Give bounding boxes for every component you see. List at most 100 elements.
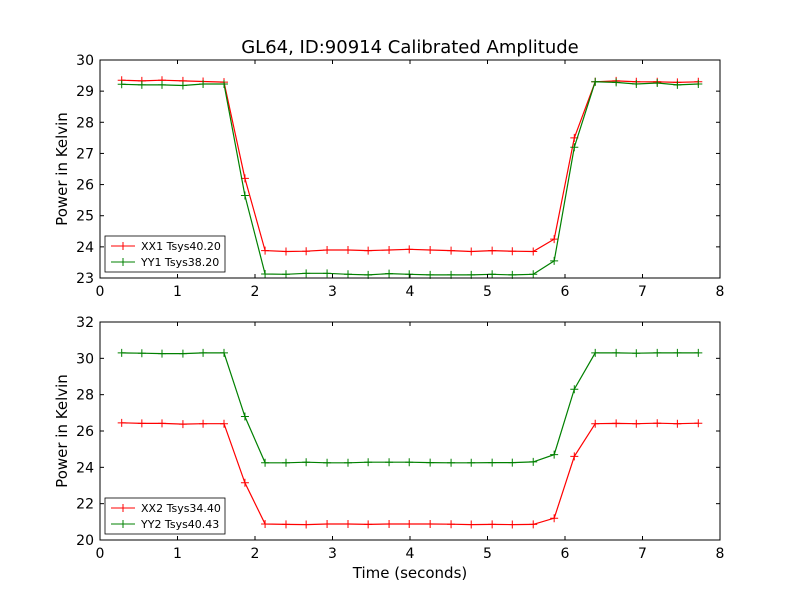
data-point-yy2 bbox=[364, 458, 373, 467]
panel2-x-tick-label: 0 bbox=[96, 546, 105, 562]
data-point-xx1 bbox=[447, 246, 456, 255]
bottom-legend-box bbox=[104, 497, 226, 535]
data-point-xx2 bbox=[178, 420, 187, 429]
data-point-yy1 bbox=[158, 80, 166, 89]
data-point-yy2 bbox=[240, 412, 249, 421]
panel2-y-tick-label: 26 bbox=[76, 424, 94, 440]
data-point-yy1 bbox=[323, 269, 332, 278]
x-axis-label: Time (seconds) bbox=[352, 564, 468, 582]
data-point-yy2 bbox=[447, 458, 456, 467]
panel1-x-tick-label: 0 bbox=[96, 284, 105, 300]
panel1-y-tick-label: 25 bbox=[76, 209, 94, 225]
bottom-legend-marker-yy2 bbox=[119, 520, 127, 528]
data-point-yy1 bbox=[344, 270, 352, 279]
data-point-yy2 bbox=[694, 348, 703, 357]
data-point-xx2 bbox=[694, 419, 703, 428]
data-point-yy1 bbox=[282, 270, 290, 279]
data-point-xx2 bbox=[447, 520, 456, 529]
data-point-yy2 bbox=[385, 458, 394, 467]
panel2-y-tick-label: 24 bbox=[76, 460, 94, 476]
data-point-xx2 bbox=[550, 514, 559, 523]
data-point-xx1 bbox=[550, 235, 559, 244]
data-point-yy1 bbox=[673, 80, 682, 89]
data-point-yy1 bbox=[488, 270, 497, 279]
panel2-x-tick-label: 6 bbox=[561, 546, 570, 562]
data-point-xx2 bbox=[199, 419, 208, 428]
data-point-xx1 bbox=[344, 245, 352, 254]
data-point-xx2 bbox=[632, 419, 641, 428]
data-point-yy1 bbox=[220, 79, 228, 88]
panel1-x-tick-label: 5 bbox=[483, 284, 492, 300]
panel1-x-tick-label: 6 bbox=[561, 284, 570, 300]
data-point-xx2 bbox=[302, 520, 311, 529]
panel2-x-tick-label: 5 bbox=[483, 546, 492, 562]
chart-title: GL64, ID:90914 Calibrated Amplitude bbox=[241, 37, 579, 58]
top-legend-box bbox=[104, 235, 226, 273]
bottom-legend-label-yy2: YY2 Tsys40.43 bbox=[140, 518, 219, 531]
panel1-x-tick-label: 8 bbox=[716, 284, 725, 300]
data-point-xx1 bbox=[364, 246, 373, 255]
data-point-yy1 bbox=[405, 270, 414, 279]
data-point-xx2 bbox=[426, 520, 435, 529]
data-point-yy1 bbox=[385, 269, 394, 278]
data-point-xx2 bbox=[364, 520, 373, 529]
data-point-yy1 bbox=[550, 256, 559, 265]
data-point-yy2 bbox=[632, 349, 641, 358]
data-point-yy1 bbox=[612, 78, 621, 87]
data-point-xx2 bbox=[591, 419, 600, 428]
data-point-xx2 bbox=[653, 419, 662, 428]
data-point-xx2 bbox=[405, 520, 414, 529]
data-point-yy2 bbox=[653, 348, 662, 357]
data-point-yy2 bbox=[344, 458, 352, 467]
top-legend-marker-xx1 bbox=[119, 242, 127, 250]
data-point-xx1 bbox=[405, 245, 414, 254]
panel2-y-tick-label: 32 bbox=[76, 315, 94, 331]
data-point-yy2 bbox=[158, 349, 166, 358]
data-point-yy2 bbox=[199, 348, 208, 357]
panel1-x-tick-label: 4 bbox=[406, 284, 415, 300]
data-point-xx2 bbox=[344, 520, 352, 529]
data-point-xx2 bbox=[240, 478, 249, 487]
top-y-axis-label: Power in Kelvin bbox=[53, 112, 71, 226]
data-point-yy1 bbox=[117, 80, 126, 89]
data-point-xx1 bbox=[529, 247, 538, 256]
data-point-xx2 bbox=[117, 418, 126, 427]
data-point-xx2 bbox=[323, 520, 332, 529]
bottom-y-axis-label: Power in Kelvin bbox=[53, 374, 71, 488]
data-point-yy1 bbox=[178, 81, 187, 90]
panel1-y-tick-label: 23 bbox=[76, 271, 94, 287]
top-legend: XX1 Tsys40.20 YY1 Tsys38.20 bbox=[104, 235, 226, 273]
data-point-yy1 bbox=[632, 79, 641, 88]
top-legend-marker-yy1 bbox=[119, 258, 127, 266]
data-point-yy1 bbox=[137, 80, 146, 89]
data-point-xx1 bbox=[426, 245, 435, 254]
data-point-xx2 bbox=[137, 419, 146, 428]
data-point-yy2 bbox=[673, 348, 682, 357]
panel1-y-tick-label: 26 bbox=[76, 178, 94, 194]
data-point-yy2 bbox=[550, 450, 559, 459]
data-point-yy1 bbox=[261, 269, 270, 278]
data-point-yy2 bbox=[282, 458, 290, 467]
panel2-y-tick-label: 30 bbox=[76, 351, 94, 367]
panel2-x-tick-label: 4 bbox=[406, 546, 415, 562]
panel2-x-tick-label: 8 bbox=[716, 546, 725, 562]
data-point-yy2 bbox=[220, 348, 228, 357]
data-point-xx2 bbox=[612, 419, 621, 428]
panel1-x-tick-label: 1 bbox=[173, 284, 182, 300]
data-point-xx2 bbox=[570, 452, 579, 461]
data-point-xx1 bbox=[385, 245, 394, 254]
data-point-yy2 bbox=[137, 349, 146, 358]
data-point-xx2 bbox=[261, 520, 270, 529]
data-point-xx2 bbox=[488, 520, 497, 529]
data-point-yy2 bbox=[591, 348, 600, 357]
data-point-xx2 bbox=[508, 520, 517, 529]
panel1-y-tick-label: 27 bbox=[76, 146, 94, 162]
bottom-legend: XX2 Tsys34.40 YY2 Tsys40.43 bbox=[104, 497, 226, 535]
panel1-y-tick-label: 30 bbox=[76, 53, 94, 69]
panel2-x-tick-label: 3 bbox=[328, 546, 337, 562]
data-point-yy2 bbox=[302, 458, 311, 467]
data-point-yy2 bbox=[612, 348, 621, 357]
panel1-x-tick-label: 7 bbox=[638, 284, 647, 300]
